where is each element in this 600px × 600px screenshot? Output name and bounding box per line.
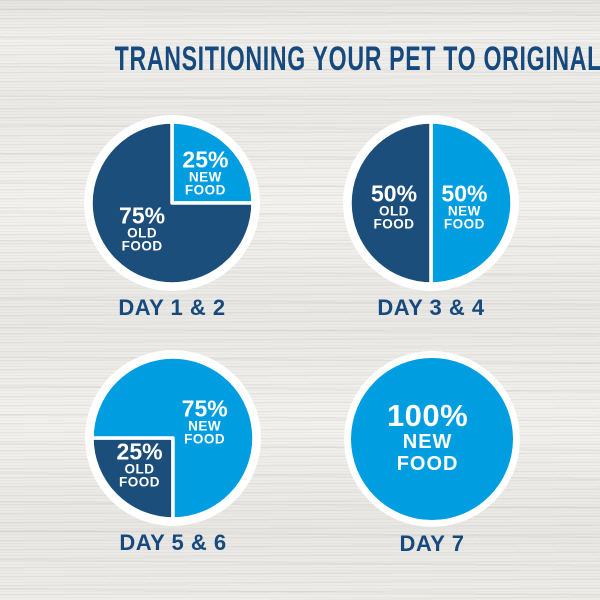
chart-cell-day-1-2: 25% NEW FOOD 75% OLD FOOD DAY 1 & 2 xyxy=(62,115,282,320)
slice-label-line: FOOD xyxy=(396,453,459,476)
slice-label-line: FOOD xyxy=(121,238,163,254)
pie-slice-new-food xyxy=(429,120,514,286)
pie-slice-old-food xyxy=(348,120,433,286)
slice-percent-value: 25% xyxy=(182,146,229,173)
slice-label-new-food: 100% NEW FOOD xyxy=(386,398,469,476)
pie-slice-new-food xyxy=(170,120,255,205)
slice-label-old-food: 25% OLD FOOD xyxy=(116,438,163,490)
slice-label-line: OLD xyxy=(124,461,155,477)
chart-cell-day-3-4: 50% NEW FOOD 50% OLD FOOD DAY 3 & 4 xyxy=(321,115,541,320)
slice-label-new-food: 50% NEW FOOD xyxy=(441,180,488,232)
slice-percent-value: 75% xyxy=(181,395,228,422)
day-caption-day-5-6: DAY 5 & 6 xyxy=(119,530,227,555)
pie-slice-old-food xyxy=(90,436,175,521)
slice-label-line: FOOD xyxy=(184,431,226,447)
day-caption-day-3-4: DAY 3 & 4 xyxy=(377,295,485,320)
chart-cell-day-5-6: 25% OLD FOOD 75% NEW FOOD DAY 5 & 6 xyxy=(63,350,283,555)
day-caption-day-1-2: DAY 1 & 2 xyxy=(118,295,226,320)
slice-percent-value: 50% xyxy=(441,180,488,207)
slice-label-line: FOOD xyxy=(119,474,161,490)
pie-svg xyxy=(85,350,261,526)
chart-cell-day-7: 100% NEW FOOD DAY 7 xyxy=(322,351,542,556)
slice-percent-value: 25% xyxy=(116,438,163,465)
day-caption-day-7: DAY 7 xyxy=(399,531,465,556)
slice-label-new-food: 75% NEW FOOD xyxy=(181,395,228,447)
pie-chart-day-5-6: 25% OLD FOOD 75% NEW FOOD xyxy=(85,350,261,526)
slice-percent-value: 100% xyxy=(386,398,469,434)
slice-label-line: OLD xyxy=(127,225,158,241)
slice-label-old-food: 75% OLD FOOD xyxy=(119,202,166,254)
pie-slice-new-food xyxy=(90,355,256,521)
pie-slice-new-food xyxy=(351,358,513,520)
pie-chart-day-3-4: 50% NEW FOOD 50% OLD FOOD xyxy=(343,115,519,291)
slice-label-line: FOOD xyxy=(443,216,485,232)
slice-label-line: NEW xyxy=(188,418,222,434)
slice-label-line: FOOD xyxy=(184,182,226,198)
pie-chart-day-1-2: 25% NEW FOOD 75% OLD FOOD xyxy=(84,115,260,291)
slice-label-line: OLD xyxy=(379,203,410,219)
slice-label-new-food: 25% NEW FOOD xyxy=(182,146,229,198)
slice-percent-value: 75% xyxy=(119,202,166,229)
slice-label-line: NEW xyxy=(188,169,222,185)
pie-slice-old-food xyxy=(89,120,255,286)
pie-chart-day-7: 100% NEW FOOD xyxy=(344,351,520,527)
page-title-text: TRANSITIONING YOUR PET TO ORIGINAL xyxy=(114,40,600,78)
slice-label-line: FOOD xyxy=(373,216,415,232)
slice-label-line: NEW xyxy=(447,203,481,219)
slice-percent-value: 50% xyxy=(371,180,418,207)
pie-svg xyxy=(343,115,519,291)
slice-label-old-food: 50% OLD FOOD xyxy=(371,180,418,232)
slice-label-line: NEW xyxy=(402,431,453,454)
pie-svg xyxy=(84,115,260,291)
pie-svg xyxy=(344,351,520,527)
page-title: TRANSITIONING YOUR PET TO ORIGINAL xyxy=(0,42,600,76)
